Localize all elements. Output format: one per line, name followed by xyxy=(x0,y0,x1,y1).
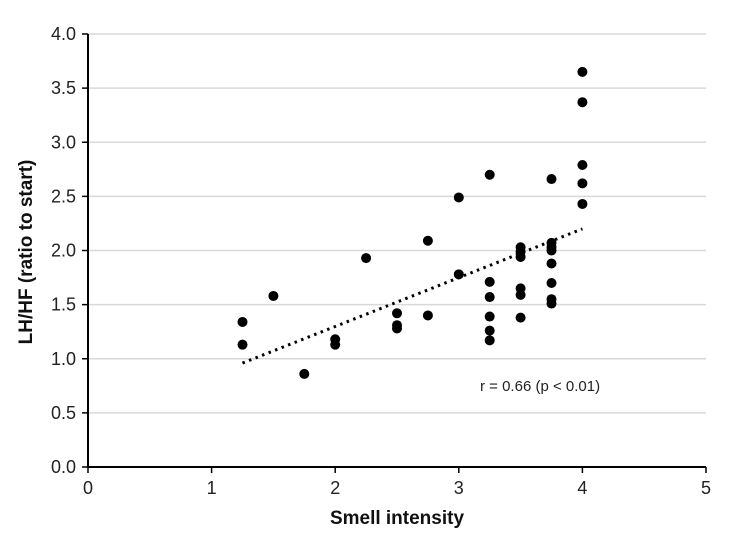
x-tick-label: 0 xyxy=(83,478,93,498)
data-point xyxy=(546,298,557,309)
data-point xyxy=(361,253,372,264)
data-point xyxy=(577,198,588,209)
data-point xyxy=(484,325,495,336)
y-tick-label: 1.0 xyxy=(51,349,76,369)
data-point xyxy=(330,339,341,350)
y-tick-label: 2.0 xyxy=(51,241,76,261)
x-axis-title: Smell intensity xyxy=(330,508,465,529)
data-points xyxy=(237,66,588,379)
data-point xyxy=(546,258,557,269)
data-point xyxy=(484,276,495,287)
data-point xyxy=(546,174,557,185)
x-tick-label: 1 xyxy=(207,478,217,498)
data-point xyxy=(237,316,248,327)
trendline-group xyxy=(241,227,583,365)
x-tick-labels: 0 1 2 3 4 5 xyxy=(83,478,711,498)
correlation-annotation: r = 0.66 (p < 0.01) xyxy=(480,378,600,395)
data-point xyxy=(577,66,588,77)
data-point xyxy=(546,277,557,288)
y-tick-label: 4.0 xyxy=(51,24,76,44)
data-point xyxy=(422,310,433,321)
data-point xyxy=(515,289,526,300)
data-point xyxy=(515,312,526,323)
data-point xyxy=(392,323,402,334)
x-tick-label: 2 xyxy=(330,478,340,498)
y-tick-label: 0.5 xyxy=(51,403,76,423)
data-point xyxy=(453,192,464,203)
y-axis-title: LH/HF (ratio to start) xyxy=(16,160,37,345)
data-point xyxy=(453,269,464,280)
y-tick-label: 0.0 xyxy=(51,457,76,477)
data-point xyxy=(577,159,588,170)
data-point xyxy=(484,311,495,322)
data-point xyxy=(577,178,588,189)
data-point xyxy=(484,169,495,180)
data-point xyxy=(237,339,248,350)
y-tick-labels: 0.0 0.5 1.0 1.5 2.0 2.5 3.0 3.5 4.0 xyxy=(51,24,76,477)
x-tick-label: 5 xyxy=(701,478,711,498)
y-tick-label: 3.0 xyxy=(51,132,76,152)
data-point xyxy=(392,308,402,319)
y-tick-label: 3.5 xyxy=(51,78,76,98)
data-point xyxy=(515,251,526,262)
gridlines xyxy=(88,33,706,414)
data-point xyxy=(484,335,495,346)
data-point xyxy=(299,368,310,379)
x-tick-label: 4 xyxy=(577,478,587,498)
data-point xyxy=(577,97,588,108)
data-point xyxy=(422,235,433,246)
axes xyxy=(82,33,707,473)
y-tick-label: 2.5 xyxy=(51,186,76,206)
data-point xyxy=(484,292,495,303)
data-point xyxy=(268,290,279,301)
y-tick-label: 1.5 xyxy=(51,295,76,315)
trendline xyxy=(241,227,583,365)
x-tick-label: 3 xyxy=(454,478,464,498)
data-point xyxy=(546,245,557,256)
